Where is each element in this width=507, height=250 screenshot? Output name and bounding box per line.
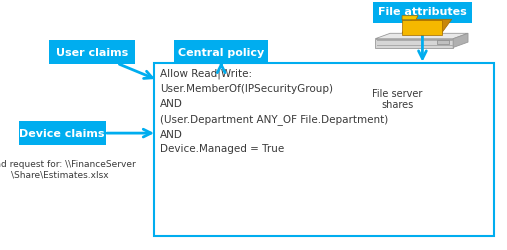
FancyBboxPatch shape xyxy=(19,122,105,145)
Polygon shape xyxy=(402,17,418,21)
Polygon shape xyxy=(402,21,442,36)
FancyBboxPatch shape xyxy=(373,1,472,24)
Text: User claims: User claims xyxy=(56,48,128,58)
Polygon shape xyxy=(375,34,468,40)
Text: Read request for: \\FinanceServer
\Share\Estimates.xlsx: Read request for: \\FinanceServer \Share… xyxy=(0,159,135,178)
Text: Device claims: Device claims xyxy=(19,128,105,138)
FancyBboxPatch shape xyxy=(49,41,135,64)
Polygon shape xyxy=(402,20,452,34)
FancyBboxPatch shape xyxy=(154,64,494,236)
Text: Allow Read|Write:
User.MemberOf(IPSecurityGroup)
AND
(User.Department ANY_OF Fil: Allow Read|Write: User.MemberOf(IPSecuri… xyxy=(160,69,388,154)
Polygon shape xyxy=(375,40,453,48)
Text: File server
shares: File server shares xyxy=(373,88,423,110)
Text: Central policy: Central policy xyxy=(178,48,264,58)
Text: File attributes: File attributes xyxy=(378,7,467,17)
FancyBboxPatch shape xyxy=(174,41,268,64)
FancyBboxPatch shape xyxy=(437,40,449,45)
Polygon shape xyxy=(453,34,468,48)
